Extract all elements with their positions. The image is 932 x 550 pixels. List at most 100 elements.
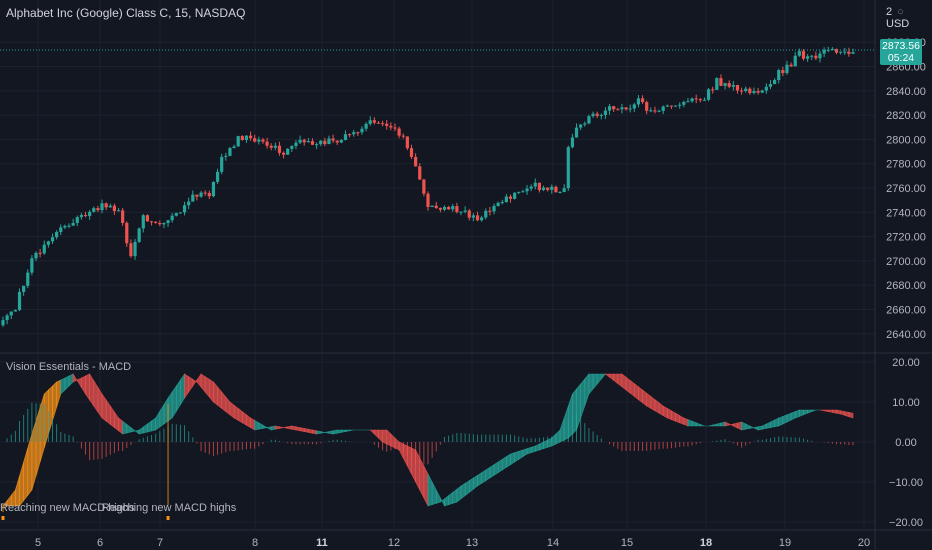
currency-selector[interactable]: 2 ○ USD bbox=[886, 6, 932, 30]
macd-ribbon-segment-137 bbox=[567, 393, 573, 439]
candle-body bbox=[34, 252, 38, 259]
candle-71 bbox=[294, 139, 298, 150]
candle-41 bbox=[170, 213, 174, 223]
candle-109 bbox=[451, 203, 455, 212]
candle-73 bbox=[302, 138, 306, 146]
macd-ribbon-segment-142 bbox=[588, 373, 594, 395]
candle-50 bbox=[207, 190, 211, 200]
candle-body bbox=[224, 155, 228, 157]
last-price-tag: 2873.56 05:24 bbox=[880, 39, 922, 65]
candle-192 bbox=[793, 51, 797, 67]
candle-166 bbox=[686, 98, 690, 103]
macd-ribbon-segment-26 bbox=[109, 405, 115, 429]
macd-ribbon-segment-167 bbox=[691, 420, 697, 427]
macd-ribbon-segment-200 bbox=[827, 409, 833, 413]
macd-ribbon[interactable] bbox=[2, 372, 854, 507]
price-candles[interactable] bbox=[1, 46, 855, 327]
macd-ribbon-segment-70 bbox=[291, 425, 297, 431]
macd-ribbon-segment-187 bbox=[774, 417, 780, 428]
candle-78 bbox=[323, 137, 327, 147]
candle-body bbox=[298, 139, 302, 143]
candle-body bbox=[343, 134, 348, 141]
macd-axis-label-20: 20.00 bbox=[892, 357, 920, 369]
macd-ribbon-segment-180 bbox=[745, 423, 751, 430]
candle-body bbox=[9, 311, 13, 316]
candle-body bbox=[244, 135, 249, 140]
candle-110 bbox=[455, 202, 459, 214]
candle-39 bbox=[162, 222, 166, 229]
candle-body bbox=[265, 141, 269, 146]
candle-83 bbox=[343, 130, 348, 141]
candle-23 bbox=[96, 205, 100, 213]
macd-ribbon-segment-33 bbox=[138, 426, 144, 435]
candle-body bbox=[133, 241, 137, 257]
candle-body bbox=[83, 215, 88, 217]
candle-60 bbox=[248, 131, 253, 141]
candle-body bbox=[430, 205, 434, 207]
candle-body bbox=[257, 139, 261, 142]
candle-139 bbox=[574, 123, 579, 138]
candle-68 bbox=[281, 151, 286, 159]
macd-ribbon-segment-186 bbox=[770, 419, 775, 428]
price-axis-label-2840: 2840.00 bbox=[886, 86, 926, 98]
macd-ribbon-segment-204 bbox=[844, 411, 850, 418]
macd-ribbon-segment-10 bbox=[43, 389, 49, 449]
macd-ribbon-segment-104 bbox=[431, 481, 437, 506]
macd-ribbon-segment-138 bbox=[572, 388, 577, 435]
candle-59 bbox=[244, 135, 249, 143]
macd-ribbon-segment-80 bbox=[332, 429, 338, 435]
price-axis-label-2720: 2720.00 bbox=[886, 232, 926, 244]
candle-body bbox=[574, 127, 579, 138]
macd-ribbon-segment-153 bbox=[634, 382, 639, 401]
candle-body bbox=[286, 148, 290, 155]
macd-ribbon-segment-194 bbox=[803, 409, 808, 416]
macd-ribbon-segment-40 bbox=[167, 391, 173, 422]
macd-ribbon-segment-108 bbox=[448, 491, 454, 506]
candle-body bbox=[451, 206, 455, 210]
candle-body bbox=[723, 83, 727, 86]
candle-181 bbox=[748, 87, 752, 95]
macd-ribbon-segment-56 bbox=[233, 404, 239, 421]
macd-histogram bbox=[6, 402, 854, 465]
macd-ribbon-segment-9 bbox=[39, 393, 45, 463]
candle-2 bbox=[9, 311, 13, 320]
macd-ribbon-segment-13 bbox=[56, 379, 62, 408]
candle-body bbox=[612, 106, 616, 110]
candle-165 bbox=[682, 100, 686, 108]
candle-64 bbox=[265, 137, 269, 149]
macd-ribbon-segment-176 bbox=[728, 423, 734, 427]
candle-32 bbox=[133, 238, 137, 260]
candle-body bbox=[397, 128, 401, 136]
candle-111 bbox=[459, 211, 463, 216]
candle-141 bbox=[583, 121, 587, 127]
macd-ribbon-segment-31 bbox=[130, 426, 136, 433]
candle-body bbox=[381, 123, 385, 125]
macd-ribbon-segment-4 bbox=[19, 461, 24, 507]
candle-87 bbox=[360, 126, 364, 135]
candle-25 bbox=[104, 202, 108, 211]
candle-89 bbox=[368, 116, 372, 126]
candle-body bbox=[55, 231, 59, 238]
candle-body bbox=[125, 222, 129, 244]
candle-body bbox=[215, 171, 220, 182]
macd-ribbon-segment-122 bbox=[506, 453, 511, 468]
candle-38 bbox=[158, 220, 162, 227]
candle-198 bbox=[818, 50, 822, 63]
candle-202 bbox=[834, 48, 839, 55]
candle-body bbox=[178, 212, 183, 214]
time-axis-label-8: 8 bbox=[252, 537, 258, 549]
candle-body bbox=[599, 115, 603, 117]
macd-ribbon-segment-183 bbox=[757, 425, 763, 431]
macd-ribbon-segment-124 bbox=[514, 450, 520, 463]
candle-body bbox=[628, 108, 632, 110]
candle-54 bbox=[224, 152, 228, 161]
macd-ribbon-segment-93 bbox=[386, 429, 392, 447]
macd-ribbon-segment-162 bbox=[671, 410, 676, 422]
candle-169 bbox=[698, 97, 702, 103]
indicator-title[interactable]: Vision Essentials - MACD bbox=[6, 361, 132, 373]
macd-ribbon-segment-205 bbox=[848, 412, 854, 419]
macd-ribbon-segment-116 bbox=[481, 469, 487, 484]
macd-ribbon-segment-173 bbox=[716, 422, 722, 427]
candle-body bbox=[376, 122, 381, 124]
